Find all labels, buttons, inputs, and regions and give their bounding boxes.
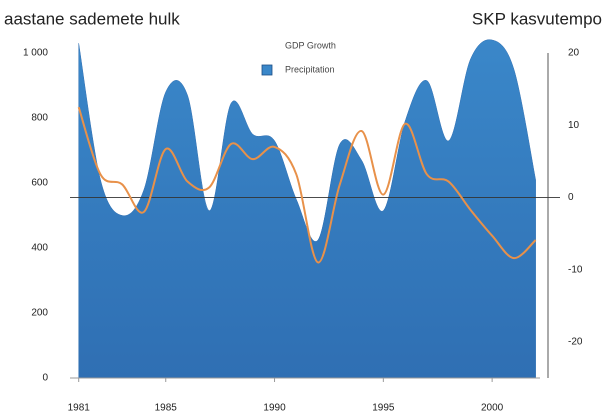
legend-swatch	[261, 64, 273, 76]
y2-tick-label: -10	[568, 264, 583, 275]
y2-tick-label: 0	[568, 192, 574, 203]
legend-label: GDP Growth	[285, 40, 336, 50]
precipitation-area	[78, 39, 536, 379]
y-tick-label: 1 000	[23, 48, 48, 59]
x-tick-label: 2000	[481, 403, 504, 414]
y-tick-label: 400	[31, 243, 48, 254]
y2-tick-label: 20	[568, 48, 580, 59]
y-tick-label: 0	[42, 373, 48, 384]
x-tick-label: 1995	[372, 403, 395, 414]
y2-tick-label: -20	[568, 337, 583, 348]
y2-axis-label: SKP kasvutempo	[472, 9, 602, 28]
gdp-line	[77, 106, 537, 264]
y2-tick-label: 10	[568, 120, 580, 131]
y-tick-label: 200	[31, 308, 48, 319]
y-tick-label: 800	[31, 113, 48, 124]
x-tick-label: 1990	[263, 403, 286, 414]
x-tick-label: 1981	[68, 403, 91, 414]
x-tick-label: 1985	[155, 403, 178, 414]
y-tick-label: 600	[31, 178, 48, 189]
y-axis-label: aastane sademete hulk	[4, 9, 180, 28]
legend-label: Precipitation	[285, 64, 335, 74]
